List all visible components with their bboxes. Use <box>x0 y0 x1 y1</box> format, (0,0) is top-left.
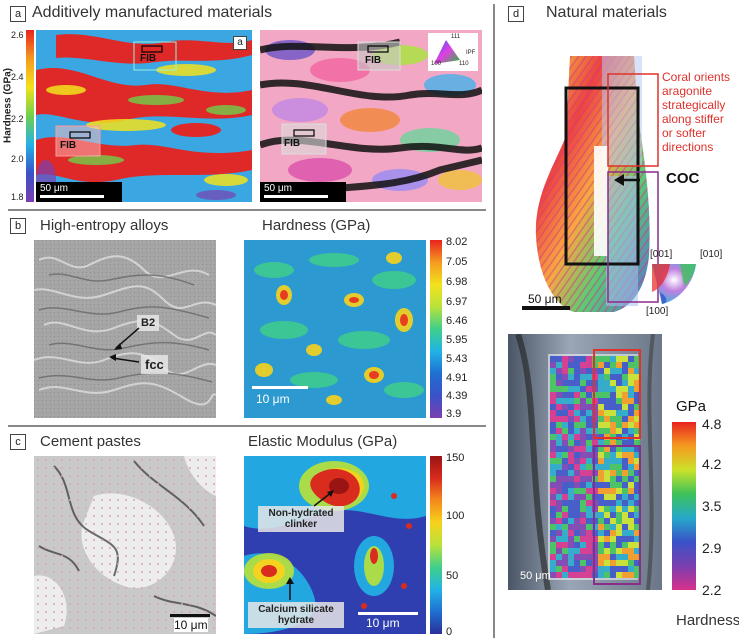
panel-a-ipf-111: 111 <box>451 34 461 40</box>
panel-c-title-right: Elastic Modulus (GPa) <box>248 433 398 450</box>
panel-c-tag-clinker: Non-hydrated clinker <box>258 506 344 532</box>
panel-b-tick-7: 4.91 <box>446 372 468 384</box>
panel-b-arrows <box>109 327 140 363</box>
panel-a-fib-label-left-top: FIB <box>140 53 157 64</box>
panel-a-scale-right: 50 μm <box>264 183 292 194</box>
divider-a-b <box>8 209 486 211</box>
panel-b-tick-5: 5.95 <box>446 334 468 346</box>
panel-a-tick-1: 2.4 <box>11 72 24 82</box>
panel-d-title: Natural materials <box>546 4 667 21</box>
panel-b-tick-6: 5.43 <box>446 353 468 365</box>
panel-a-ipf-100: 100 <box>431 61 442 67</box>
panel-a-tick-4: 1.8 <box>11 192 24 202</box>
panel-d-ipf-100: [100] <box>646 306 669 317</box>
panel-d-tick-3: 2.9 <box>702 540 722 556</box>
panel-d-tick-1: 4.2 <box>702 456 722 472</box>
panel-a-ipf-name: IPF <box>466 50 476 56</box>
divider-b-c <box>8 425 486 427</box>
panel-c-title-left: Cement pastes <box>40 433 141 450</box>
panel-d-scale-top: 50 μm <box>528 292 562 306</box>
panel-b-colorbar <box>430 240 442 418</box>
panel-a-fib-label-right-top: FIB <box>365 55 382 66</box>
panel-b-title-left: High-entropy alloys <box>40 217 169 234</box>
panel-c-tick-3: 0 <box>446 626 453 638</box>
panel-d-colorbar-label: Hardness <box>676 612 739 629</box>
panel-a-tick-2: 2.2 <box>11 114 24 124</box>
panel-b-tag-fcc: fcc <box>141 355 168 374</box>
panel-a-fib-label-left-bottom: FIB <box>60 140 77 151</box>
panel-b-tick-4: 6.46 <box>446 315 468 327</box>
panel-b-scalebar <box>252 386 308 389</box>
panel-a-tick-3: 2.0 <box>11 154 24 164</box>
panel-c-colorbar <box>430 456 442 634</box>
panel-c-tick-0: 150 <box>446 452 465 464</box>
divider-vertical <box>493 4 495 638</box>
panel-a-inset-label: a <box>233 36 247 50</box>
panel-a-colorbar <box>26 30 34 202</box>
panel-b-tick-8: 4.39 <box>446 390 468 402</box>
panel-d-scale-bottom: 50 μm <box>520 570 551 582</box>
panel-b-title-right: Hardness (GPa) <box>262 217 371 234</box>
panel-c-scalebar-left <box>170 614 210 617</box>
panel-b-tick-2: 6.98 <box>446 276 468 288</box>
panel-c-scale-right: 10 μm <box>366 616 400 630</box>
panel-b-scale: 10 μm <box>256 392 290 406</box>
panel-d-ipf-key <box>652 264 696 304</box>
panel-b-tick-3: 6.97 <box>446 296 468 308</box>
panel-d-scalebar-top <box>522 306 570 310</box>
panel-a-hardness-map <box>36 30 252 202</box>
panel-d-boxes <box>564 73 659 303</box>
panel-a-scale-left: 50 μm <box>40 183 68 194</box>
panel-b-sem-image <box>34 240 216 418</box>
panel-d-ipf-001: [001] <box>650 249 673 260</box>
panel-c-arrows <box>286 490 334 600</box>
panel-c-scale-left: 10 μm <box>174 618 208 632</box>
panel-d-tick-4: 2.2 <box>702 582 722 598</box>
panel-c-scalebar-right <box>358 612 418 615</box>
panel-b-tick-0: 8.02 <box>446 236 468 248</box>
panel-c-sem-image <box>34 456 216 634</box>
panel-b-label: b <box>10 218 26 234</box>
panel-a-title: Additively manufactured materials <box>32 4 273 21</box>
panel-a-label: a <box>10 6 26 22</box>
panel-b-tick-1: 7.05 <box>446 256 468 268</box>
panel-d-hardness-image <box>508 334 662 590</box>
panel-c-tick-1: 100 <box>446 510 465 522</box>
panel-d-coc-label: COC <box>666 170 700 187</box>
panel-c-tag-csh: Calcium silicate hydrate <box>248 602 344 628</box>
panel-d-ipf-010: [010] <box>700 249 723 260</box>
panel-d-tick-2: 3.5 <box>702 498 722 514</box>
panel-d-colorbar <box>672 422 696 590</box>
panel-c-tick-2: 50 <box>446 570 459 582</box>
panel-d-annotation: Coral orients aragonite strategically al… <box>662 70 731 154</box>
panel-d-colorbar-unit: GPa <box>676 398 707 415</box>
panel-a-scalebar-left <box>40 195 104 198</box>
panel-b-tick-9: 3.9 <box>446 408 462 420</box>
panel-a-scalebar-right <box>264 195 328 198</box>
panel-a-ipf-110: 110 <box>459 61 469 67</box>
panel-c-label: c <box>10 434 26 450</box>
panel-d-label: d <box>508 6 524 22</box>
panel-d-tick-0: 4.8 <box>702 416 722 432</box>
panel-a-fib-label-right-bottom: FIB <box>284 138 301 149</box>
panel-a-tick-0: 2.6 <box>11 30 24 40</box>
panel-b-tag-b2: B2 <box>137 315 160 331</box>
